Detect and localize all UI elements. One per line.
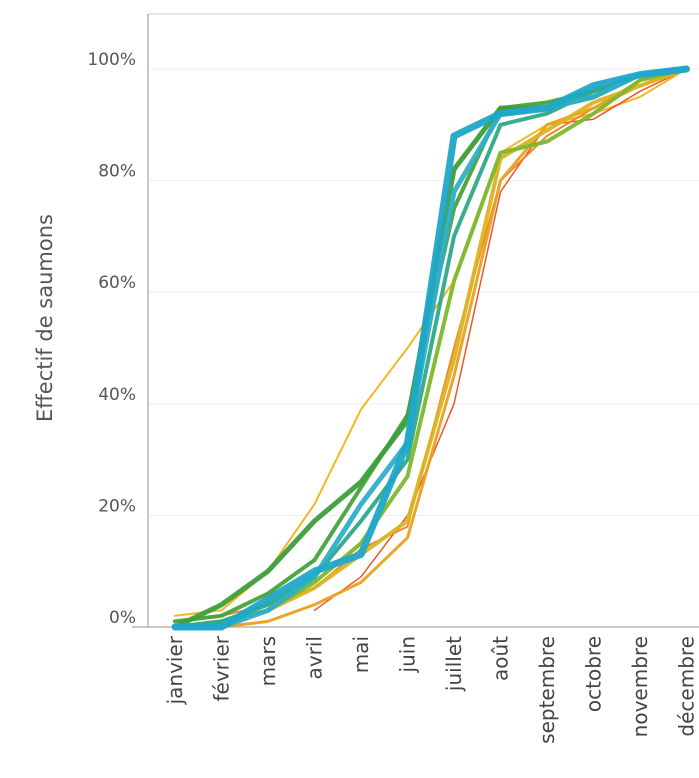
x-tick-label: août <box>489 636 513 681</box>
x-tick-label: mai <box>349 636 373 673</box>
x-tick-label: février <box>210 635 234 701</box>
x-tick-label: mars <box>256 636 280 686</box>
series-line <box>171 65 690 631</box>
x-tick-label: novembre <box>628 636 652 737</box>
y-axis-title: Effectif de saumons <box>33 214 57 422</box>
x-tick-label: juillet <box>442 636 466 692</box>
y-tick-label: 40% <box>98 385 136 405</box>
series-lines <box>171 65 690 631</box>
series-line <box>172 66 689 630</box>
y-tick-label: 60% <box>98 273 136 293</box>
x-tick-label: avril <box>303 636 327 679</box>
x-tick-labels: janvier février mars avril mai juin juillet aoû… <box>163 635 699 744</box>
x-tick-label: octobre <box>582 636 606 712</box>
x-tick-label: janvier <box>163 635 187 705</box>
series-line <box>173 67 688 629</box>
x-tick-label: juin <box>396 636 420 673</box>
x-tick-label: septembre <box>535 636 559 744</box>
y-tick-label: 20% <box>98 496 136 516</box>
y-tick-label: 0% <box>109 608 136 628</box>
series-line <box>173 67 689 629</box>
series-line <box>313 68 688 612</box>
y-tick-label: 100% <box>87 50 136 70</box>
y-tick-labels: 0% 20% 40% 60% 80% 100% <box>87 50 136 628</box>
y-tick-label: 80% <box>98 162 136 182</box>
gridlines <box>148 68 699 516</box>
x-tick-label: décembre <box>675 636 699 737</box>
